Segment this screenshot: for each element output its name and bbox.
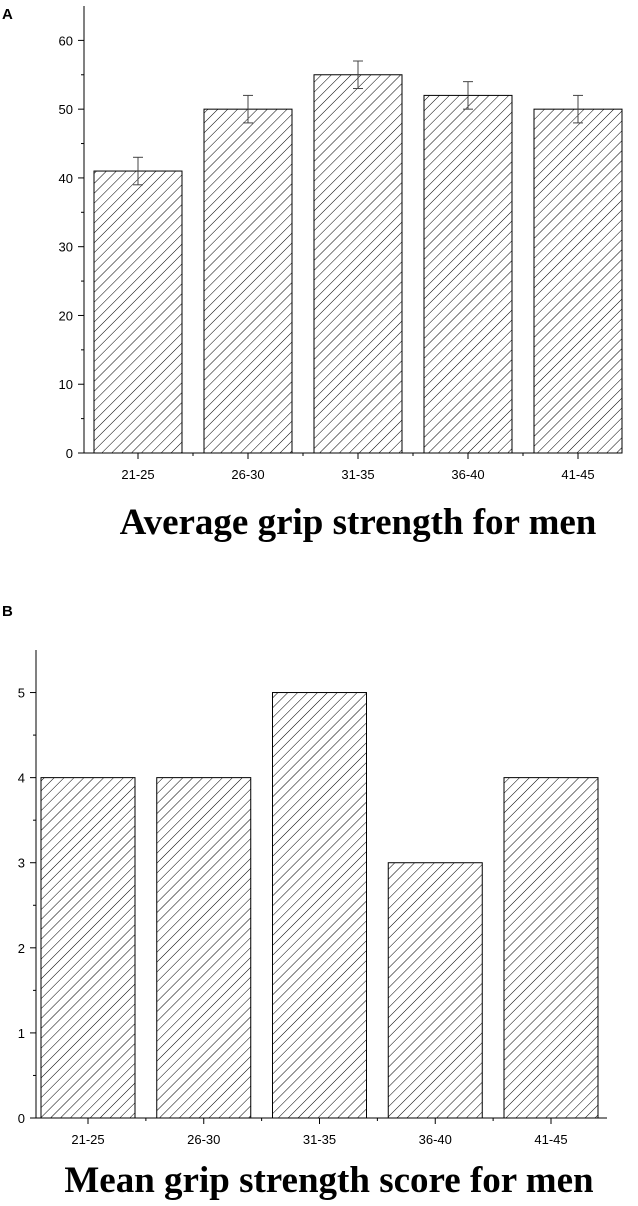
chart-a-title: Average grip strength for men — [120, 502, 597, 543]
chart-b-y-tick-label: 4 — [18, 771, 25, 786]
chart-b-y-tick-label: 3 — [18, 856, 25, 871]
chart-a: A 0 10 20 30 40 50 60 21-25 26-30 31-35 36-40 41-45… — [2, 6, 623, 543]
chart-a-y-tick-label: 10 — [59, 377, 73, 392]
chart-b-y-tick-label: 0 — [18, 1111, 25, 1126]
chart-b: B 0 1 2 3 4 5 21-25 26-30 31-35 36-40 41-45 Mean g… — [2, 603, 607, 1201]
chart-b-x-tick-label: 21-25 — [71, 1132, 104, 1147]
chart-a-x-tick-label: 31-35 — [341, 467, 374, 482]
chart-b-y-tick-label: 1 — [18, 1026, 25, 1041]
chart-b-x-tick-label: 41-45 — [534, 1132, 567, 1147]
chart-a-y-tick-label: 40 — [59, 171, 73, 186]
chart-b-bar — [503, 777, 599, 1119]
chart-a-x-tick-label: 36-40 — [451, 467, 484, 482]
chart-a-y-tick-label: 30 — [59, 240, 73, 255]
chart-b-y-tick-label: 2 — [18, 941, 25, 956]
chart-a-x-tick-label: 41-45 — [561, 467, 594, 482]
chart-b-x-tick-label: 26-30 — [187, 1132, 220, 1147]
panel-label-a: A — [2, 6, 13, 23]
chart-b-bar — [156, 777, 252, 1119]
chart-a-bar — [93, 170, 183, 454]
chart-a-y-tick-label: 20 — [59, 308, 73, 323]
chart-a-bar — [423, 94, 513, 454]
chart-a-bar — [533, 108, 623, 454]
chart-a-y-tick-label: 50 — [59, 102, 73, 117]
chart-a-y-tick-label: 60 — [59, 33, 73, 48]
chart-b-x-tick-label: 36-40 — [419, 1132, 452, 1147]
chart-b-x-tick-label: 31-35 — [303, 1132, 336, 1147]
chart-a-x-tick-label: 26-30 — [231, 467, 264, 482]
panel-label-b: B — [2, 603, 13, 620]
chart-b-bar — [272, 692, 367, 1119]
chart-a-x-tick-label: 21-25 — [121, 467, 154, 482]
chart-a-y-tick-label: 0 — [66, 446, 73, 461]
chart-b-title: Mean grip strength score for men — [64, 1160, 594, 1201]
chart-b-y-tick-label: 5 — [18, 686, 25, 701]
chart-b-marks: 0 1 2 3 4 5 21-25 26-30 31-35 36-40 41-45 — [18, 650, 607, 1147]
chart-b-bar — [40, 777, 136, 1119]
chart-a-bar — [313, 74, 403, 454]
chart-b-bar — [387, 862, 483, 1119]
chart-a-marks: 0 10 20 30 40 50 60 21-25 26-30 31-35 36-40 41-45 — [59, 6, 623, 482]
chart-a-bar — [203, 108, 293, 454]
